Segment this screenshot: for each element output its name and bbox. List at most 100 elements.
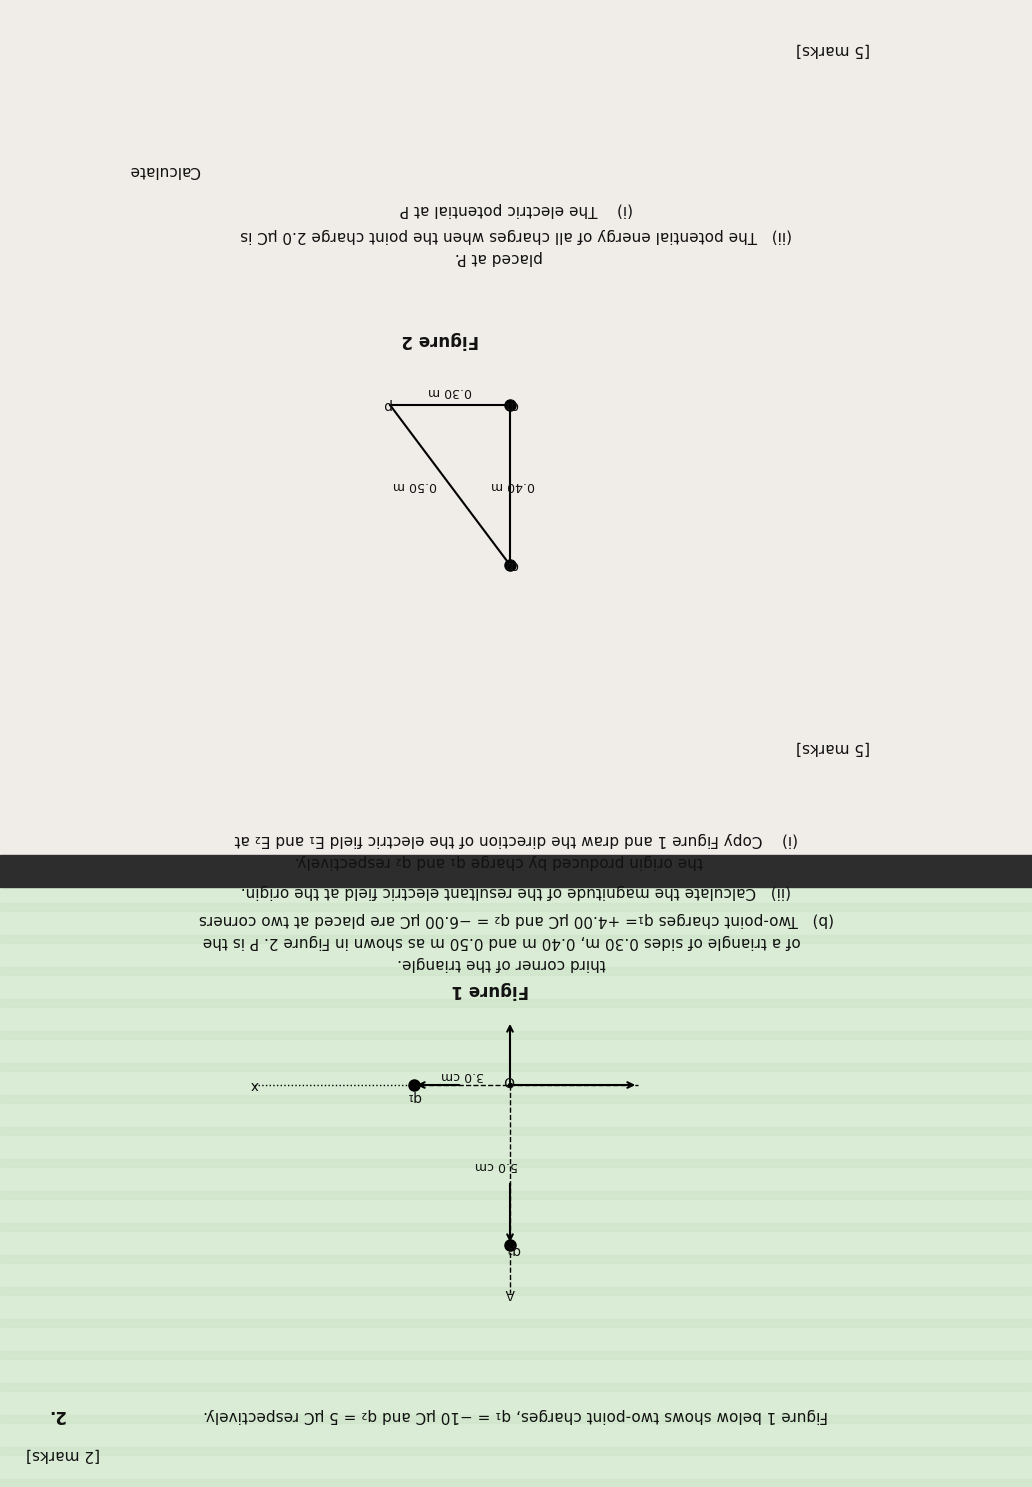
Bar: [0, 1480, 1032, 1487]
Bar: [0, 711, 1032, 720]
Bar: [0, 263, 1032, 271]
Text: Calculate: Calculate: [129, 162, 200, 177]
Text: 0.40 m: 0.40 m: [491, 479, 535, 492]
Bar: [0, 1158, 1032, 1167]
Text: 5.0 cm: 5.0 cm: [475, 1158, 518, 1172]
Bar: [0, 1319, 1032, 1326]
Bar: [0, 680, 1032, 687]
Bar: [0, 167, 1032, 175]
Bar: [0, 375, 1032, 384]
Text: Figure 1: Figure 1: [451, 981, 528, 999]
Text: q₂: q₂: [504, 558, 518, 572]
Bar: [0, 871, 1032, 879]
Bar: [0, 199, 1032, 207]
Text: 0.50 m: 0.50 m: [393, 479, 438, 492]
Text: (ii)   The potential energy of all charges when the point charge 2.0 μC is: (ii) The potential energy of all charges…: [240, 228, 792, 242]
Text: (ii)   Calculate the magnitude of the resultant electric field at the origin.: (ii) Calculate the magnitude of the resu…: [240, 885, 792, 900]
Bar: [0, 583, 1032, 590]
Bar: [0, 471, 1032, 479]
Text: q₂: q₂: [506, 1243, 520, 1257]
Bar: [0, 55, 1032, 62]
Bar: [0, 1399, 1032, 1407]
Bar: [0, 758, 1032, 767]
Text: (i)    Copy Figure 1 and draw the direction of the electric field E₁ and E₂ at: (i) Copy Figure 1 and draw the direction…: [234, 833, 798, 848]
Bar: [0, 616, 1032, 623]
Text: x: x: [251, 1078, 259, 1091]
Bar: [0, 39, 1032, 48]
Bar: [0, 1288, 1032, 1295]
Bar: [0, 1175, 1032, 1184]
Bar: [0, 439, 1032, 448]
Bar: [0, 7, 1032, 15]
Bar: [0, 280, 1032, 287]
Bar: [0, 552, 1032, 559]
Bar: [0, 152, 1032, 159]
Bar: [0, 1207, 1032, 1215]
Bar: [0, 1335, 1032, 1343]
Bar: [0, 294, 1032, 303]
Bar: [0, 1047, 1032, 1054]
Text: placed at P.: placed at P.: [455, 250, 577, 266]
Text: [5 marks]: [5 marks]: [796, 43, 870, 58]
Bar: [0, 1111, 1032, 1120]
Bar: [0, 519, 1032, 526]
Bar: [0, 1383, 1032, 1390]
Bar: [0, 822, 1032, 831]
Bar: [0, 1080, 1032, 1087]
Bar: [0, 216, 1032, 223]
Bar: [0, 1127, 1032, 1135]
Bar: [0, 1030, 1032, 1039]
Bar: [0, 663, 1032, 671]
Bar: [0, 103, 1032, 112]
Bar: [0, 694, 1032, 703]
Bar: [0, 1222, 1032, 1231]
Bar: [0, 775, 1032, 784]
Bar: [0, 744, 1032, 751]
Bar: [0, 455, 1032, 462]
Bar: [0, 247, 1032, 254]
Bar: [0, 1063, 1032, 1071]
Bar: [0, 343, 1032, 351]
Bar: [0, 567, 1032, 575]
Bar: [0, 952, 1032, 959]
Bar: [0, 935, 1032, 943]
Bar: [0, 422, 1032, 431]
Bar: [0, 503, 1032, 512]
Bar: [0, 391, 1032, 399]
Text: Figure 1 below shows two-point charges, q₁ = −10 μC and q₂ = 5 μC respectively.: Figure 1 below shows two-point charges, …: [203, 1408, 829, 1423]
Bar: [0, 1271, 1032, 1279]
Bar: [0, 0, 1032, 855]
Text: the origin produced by charge q₁ and q₂ respectively.: the origin produced by charge q₁ and q₂ …: [295, 855, 737, 870]
Bar: [0, 727, 1032, 735]
Text: (i)    The electric potential at P: (i) The electric potential at P: [399, 202, 633, 217]
Bar: [0, 1303, 1032, 1312]
Bar: [0, 1191, 1032, 1199]
Bar: [0, 999, 1032, 1007]
Bar: [0, 839, 1032, 848]
Text: p: p: [382, 399, 391, 412]
Bar: [0, 630, 1032, 639]
Bar: [0, 1144, 1032, 1151]
Text: 2.: 2.: [47, 1407, 65, 1425]
Bar: [0, 1239, 1032, 1248]
Bar: [0, 407, 1032, 415]
Text: of a triangle of sides 0.30 m, 0.40 m and 0.50 m as shown in Figure 2. P is the: of a triangle of sides 0.30 m, 0.40 m an…: [202, 934, 830, 950]
Bar: [0, 535, 1032, 543]
Text: [2 marks]: [2 marks]: [26, 1447, 100, 1463]
Bar: [0, 327, 1032, 335]
Bar: [0, 903, 1032, 912]
Bar: [0, 1430, 1032, 1439]
Bar: [0, 1447, 1032, 1454]
Bar: [0, 1016, 1032, 1023]
Text: q₁: q₁: [407, 1090, 421, 1103]
Bar: [0, 1094, 1032, 1103]
Bar: [0, 358, 1032, 367]
Bar: [0, 88, 1032, 95]
Bar: [0, 71, 1032, 79]
Text: (b)   Two-point charges q₁= +4.00 μC and q₂ = −6.00 μC are placed at two corners: (b) Two-point charges q₁= +4.00 μC and q…: [198, 913, 834, 928]
Bar: [0, 983, 1032, 990]
Bar: [0, 855, 1032, 862]
Bar: [0, 230, 1032, 239]
Text: third corner of the triangle.: third corner of the triangle.: [397, 956, 635, 971]
Text: [5 marks]: [5 marks]: [796, 741, 870, 755]
